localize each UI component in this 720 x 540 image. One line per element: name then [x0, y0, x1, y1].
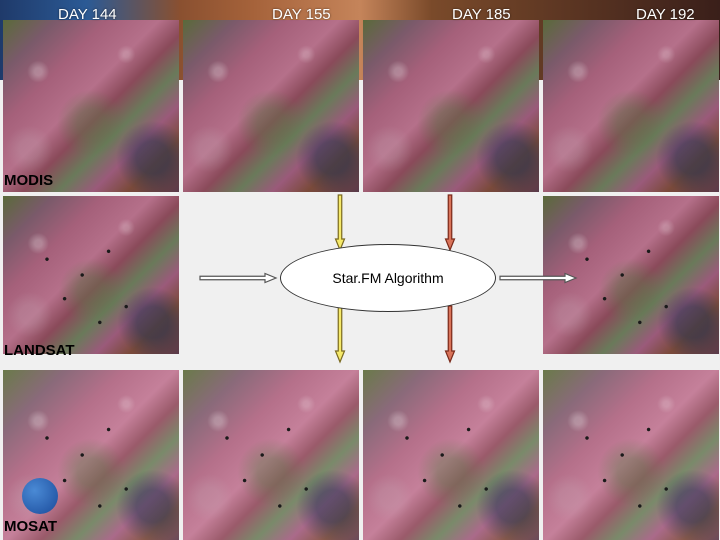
algorithm-label: Star.FM Algorithm — [332, 270, 443, 286]
day-header-1: DAY 155 — [272, 6, 331, 23]
modis-tile-3 — [543, 20, 719, 192]
modis-tile-2 — [363, 20, 539, 192]
row-label-landsat: LANDSAT — [4, 342, 75, 359]
day-header-0: DAY 144 — [58, 6, 117, 23]
mosat-tile-2 — [363, 370, 539, 540]
day-header-2: DAY 185 — [452, 6, 511, 23]
row-label-modis: MODIS — [4, 172, 53, 189]
mosat-tile-0 — [3, 370, 179, 540]
logo-badge — [22, 478, 58, 514]
landsat-tile-0 — [3, 196, 179, 354]
landsat-tile-3 — [543, 196, 719, 354]
modis-tile-1 — [183, 20, 359, 192]
algorithm-ellipse: Star.FM Algorithm — [280, 244, 496, 312]
mosat-tile-3 — [543, 370, 719, 540]
row-label-mosat: MOSAT — [4, 518, 57, 535]
day-header-3: DAY 192 — [636, 6, 695, 23]
modis-tile-0 — [3, 20, 179, 192]
mosat-tile-1 — [183, 370, 359, 540]
